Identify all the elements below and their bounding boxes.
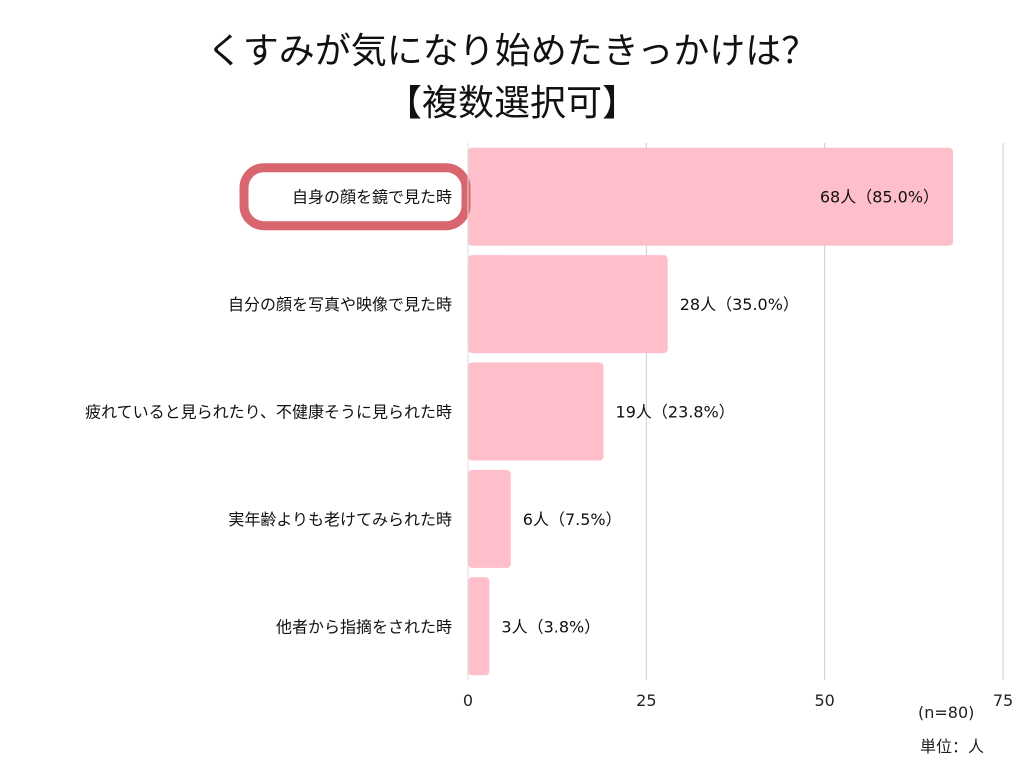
x-tick-label: 50	[814, 691, 834, 710]
bar	[468, 255, 668, 354]
bar	[468, 147, 954, 246]
data-label: 28人（35.0%）	[680, 295, 799, 314]
chart-subtitle: 【複数選択可】	[385, 83, 638, 124]
category-label: 自分の顔を写真や映像で見た時	[228, 295, 452, 314]
category-label: 疲れていると見られたり、不健康そうに見られた時	[85, 403, 452, 422]
highlight-box	[239, 163, 471, 231]
x-tick-label: 25	[636, 691, 656, 710]
bar	[468, 577, 490, 676]
x-tick-label: 75	[993, 691, 1013, 710]
category-label: 他者から指摘をされた時	[276, 617, 452, 636]
sample-size-note: (n=80)	[918, 703, 975, 722]
bar	[468, 362, 604, 461]
data-label: 3人（3.8%）	[501, 617, 600, 636]
category-label: 実年齢よりも老けてみられた時	[228, 510, 452, 529]
bar	[468, 469, 511, 568]
chart-title: くすみが気になり始めたきっかけは？	[206, 31, 818, 72]
x-tick-label: 0	[463, 691, 473, 710]
category-label: 自身の顔を鏡で見た時	[292, 188, 452, 207]
data-label: 68人（85.0%）	[820, 188, 939, 207]
data-label: 6人（7.5%）	[523, 510, 622, 529]
data-label: 19人（23.8%）	[616, 403, 735, 422]
unit-note: 単位：人	[920, 737, 985, 756]
